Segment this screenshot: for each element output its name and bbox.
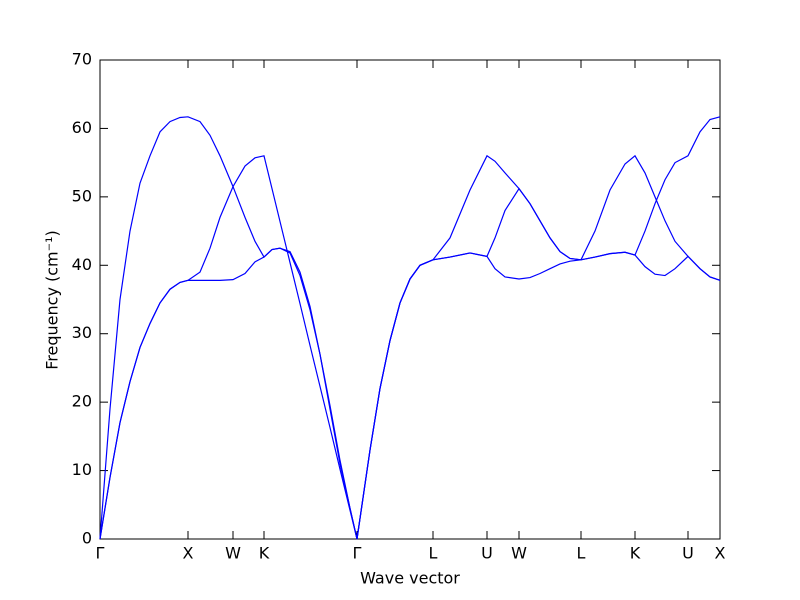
x-tick-label: U [481,544,493,563]
x-tick-label: L [577,544,586,563]
plot-frame [99,59,721,540]
x-tick-label: K [630,544,641,563]
x-tick-label: W [225,544,241,563]
y-tick-label: 20 [72,392,92,411]
x-tick-label: U [682,544,694,563]
y-tick-label: 70 [72,50,92,69]
y-tick-label: 60 [72,118,92,137]
x-tick-label: X [715,544,726,563]
x-tick-label: L [429,544,438,563]
y-tick-label: 50 [72,186,92,205]
y-tick-label: 40 [72,255,92,274]
y-axis-label: Frequency (cm⁻¹) [43,230,62,369]
x-tick-label: Γ [96,544,105,563]
x-tick-label: W [511,544,527,563]
y-tick-label: 30 [72,323,92,342]
x-axis-label: Wave vector [360,569,460,588]
y-tick-label: 0 [82,529,92,548]
x-tick-label: K [259,544,270,563]
x-tick-label: Γ [353,544,362,563]
y-tick-label: 10 [72,460,92,479]
x-tick-label: X [183,544,194,563]
band-line [99,247,721,540]
